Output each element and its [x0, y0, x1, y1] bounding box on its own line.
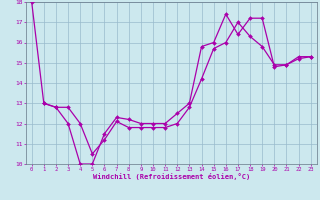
X-axis label: Windchill (Refroidissement éolien,°C): Windchill (Refroidissement éolien,°C) — [92, 173, 250, 180]
